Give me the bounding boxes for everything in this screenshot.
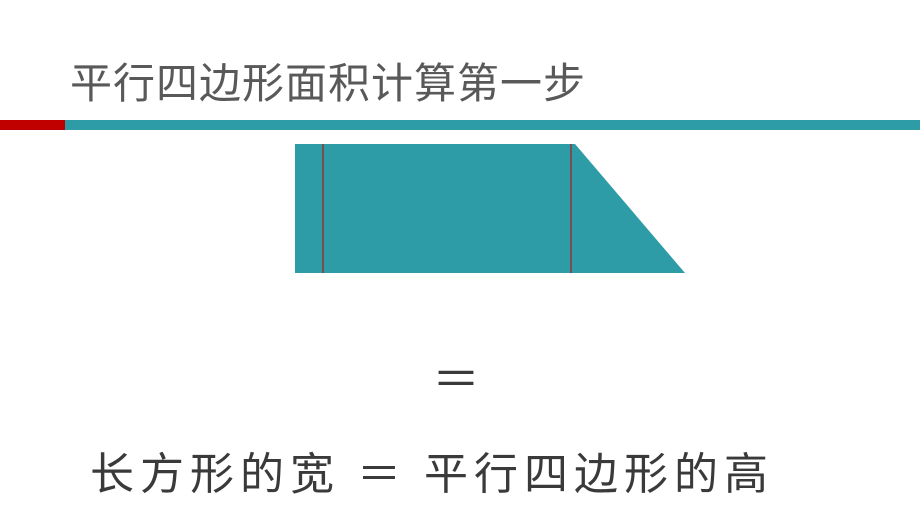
equals-symbol: ＝ xyxy=(432,340,480,410)
equation-eq: ＝ xyxy=(357,450,407,499)
parallelogram-diagram xyxy=(295,144,685,273)
trapezoid-svg xyxy=(295,144,685,273)
equation-left: 长方形的宽 xyxy=(90,450,340,499)
equation-line: 长方形的宽 ＝ 平行四边形的高 xyxy=(90,438,774,502)
accent-bar xyxy=(0,120,920,130)
equation-right: 平行四边形的高 xyxy=(424,450,774,499)
accent-bar-red xyxy=(0,120,65,130)
page-title: 平行四边形面积计算第一步 xyxy=(70,50,586,111)
accent-bar-teal xyxy=(65,120,920,130)
